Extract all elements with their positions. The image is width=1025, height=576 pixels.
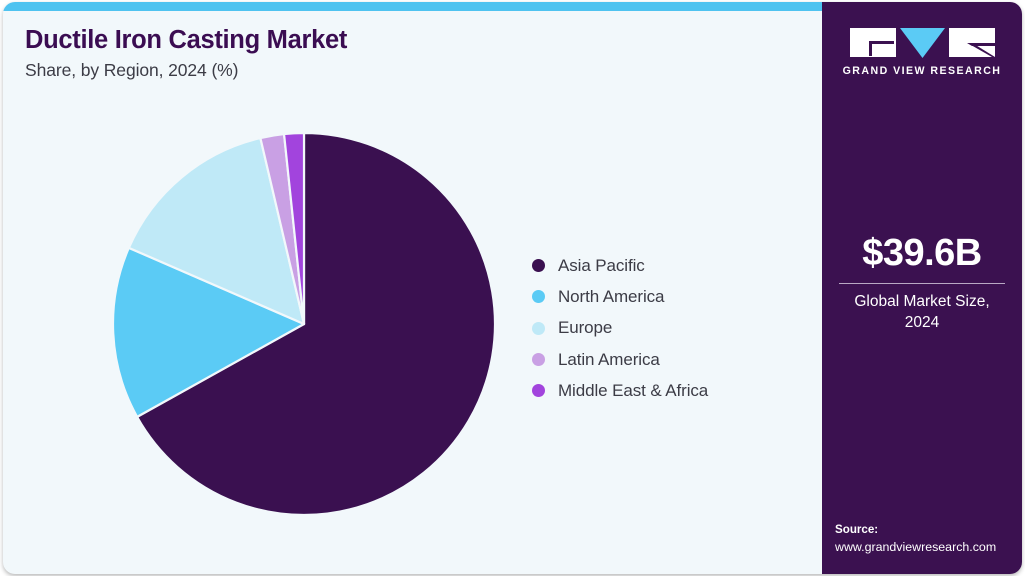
- stat-divider: [839, 282, 1005, 284]
- legend-item[interactable]: North America: [532, 281, 802, 312]
- legend-item-label: Europe: [558, 318, 613, 338]
- brand-wordmark: GRAND VIEW RESEARCH: [842, 65, 1002, 77]
- legend-swatch-icon: [532, 321, 545, 335]
- legend-item-label: Latin America: [558, 349, 660, 369]
- legend-swatch-icon: [532, 259, 545, 273]
- legend-swatch-icon: [532, 384, 545, 398]
- pie-slice[interactable]: [282, 131, 306, 326]
- pie-slice[interactable]: [136, 131, 497, 517]
- source-block: Source: www.grandviewresearch.com: [835, 522, 1021, 556]
- pie-chart: [111, 131, 497, 517]
- legend-item-label: Middle East & Africa: [558, 380, 709, 400]
- legend-item[interactable]: Europe: [532, 313, 802, 344]
- legend-item[interactable]: Latin America: [532, 344, 802, 375]
- legend-item-label: North America: [558, 286, 665, 306]
- market-size-stat: $39.6B Global Market Size, 2024: [822, 232, 1022, 334]
- page-title: Ductile Iron Casting Market: [25, 26, 348, 54]
- top-accent-bar: [3, 2, 822, 11]
- page-subtitle: Share, by Region, 2024 (%): [25, 60, 239, 81]
- sidebar-panel: GRAND VIEW RESEARCH $39.6B Global Market…: [822, 2, 1022, 574]
- pie-chart-svg: [111, 131, 497, 517]
- pie-slice[interactable]: [111, 246, 306, 418]
- chart-legend: Asia Pacific North America Europe Latin Ame…: [532, 250, 802, 406]
- legend-item[interactable]: Middle East & Africa: [532, 375, 802, 406]
- pie-slice[interactable]: [127, 136, 306, 326]
- legend-item[interactable]: Asia Pacific: [532, 250, 802, 281]
- legend-swatch-icon: [532, 353, 545, 367]
- legend-item-label: Asia Pacific: [558, 255, 645, 275]
- source-url[interactable]: www.grandviewresearch.com: [835, 539, 997, 554]
- market-size-caption: Global Market Size, 2024: [854, 292, 990, 331]
- market-size-value: $39.6B: [862, 232, 982, 274]
- legend-swatch-icon: [532, 290, 545, 304]
- brand-logo: GRAND VIEW RESEARCH: [822, 27, 1022, 77]
- chart-card: Ductile Iron Casting Market Share, by Re…: [3, 2, 1022, 574]
- chart-header: Ductile Iron Casting Market Share, by Re…: [25, 26, 725, 81]
- gvr-logo-icon: [849, 28, 995, 58]
- source-label: Source:: [835, 522, 879, 536]
